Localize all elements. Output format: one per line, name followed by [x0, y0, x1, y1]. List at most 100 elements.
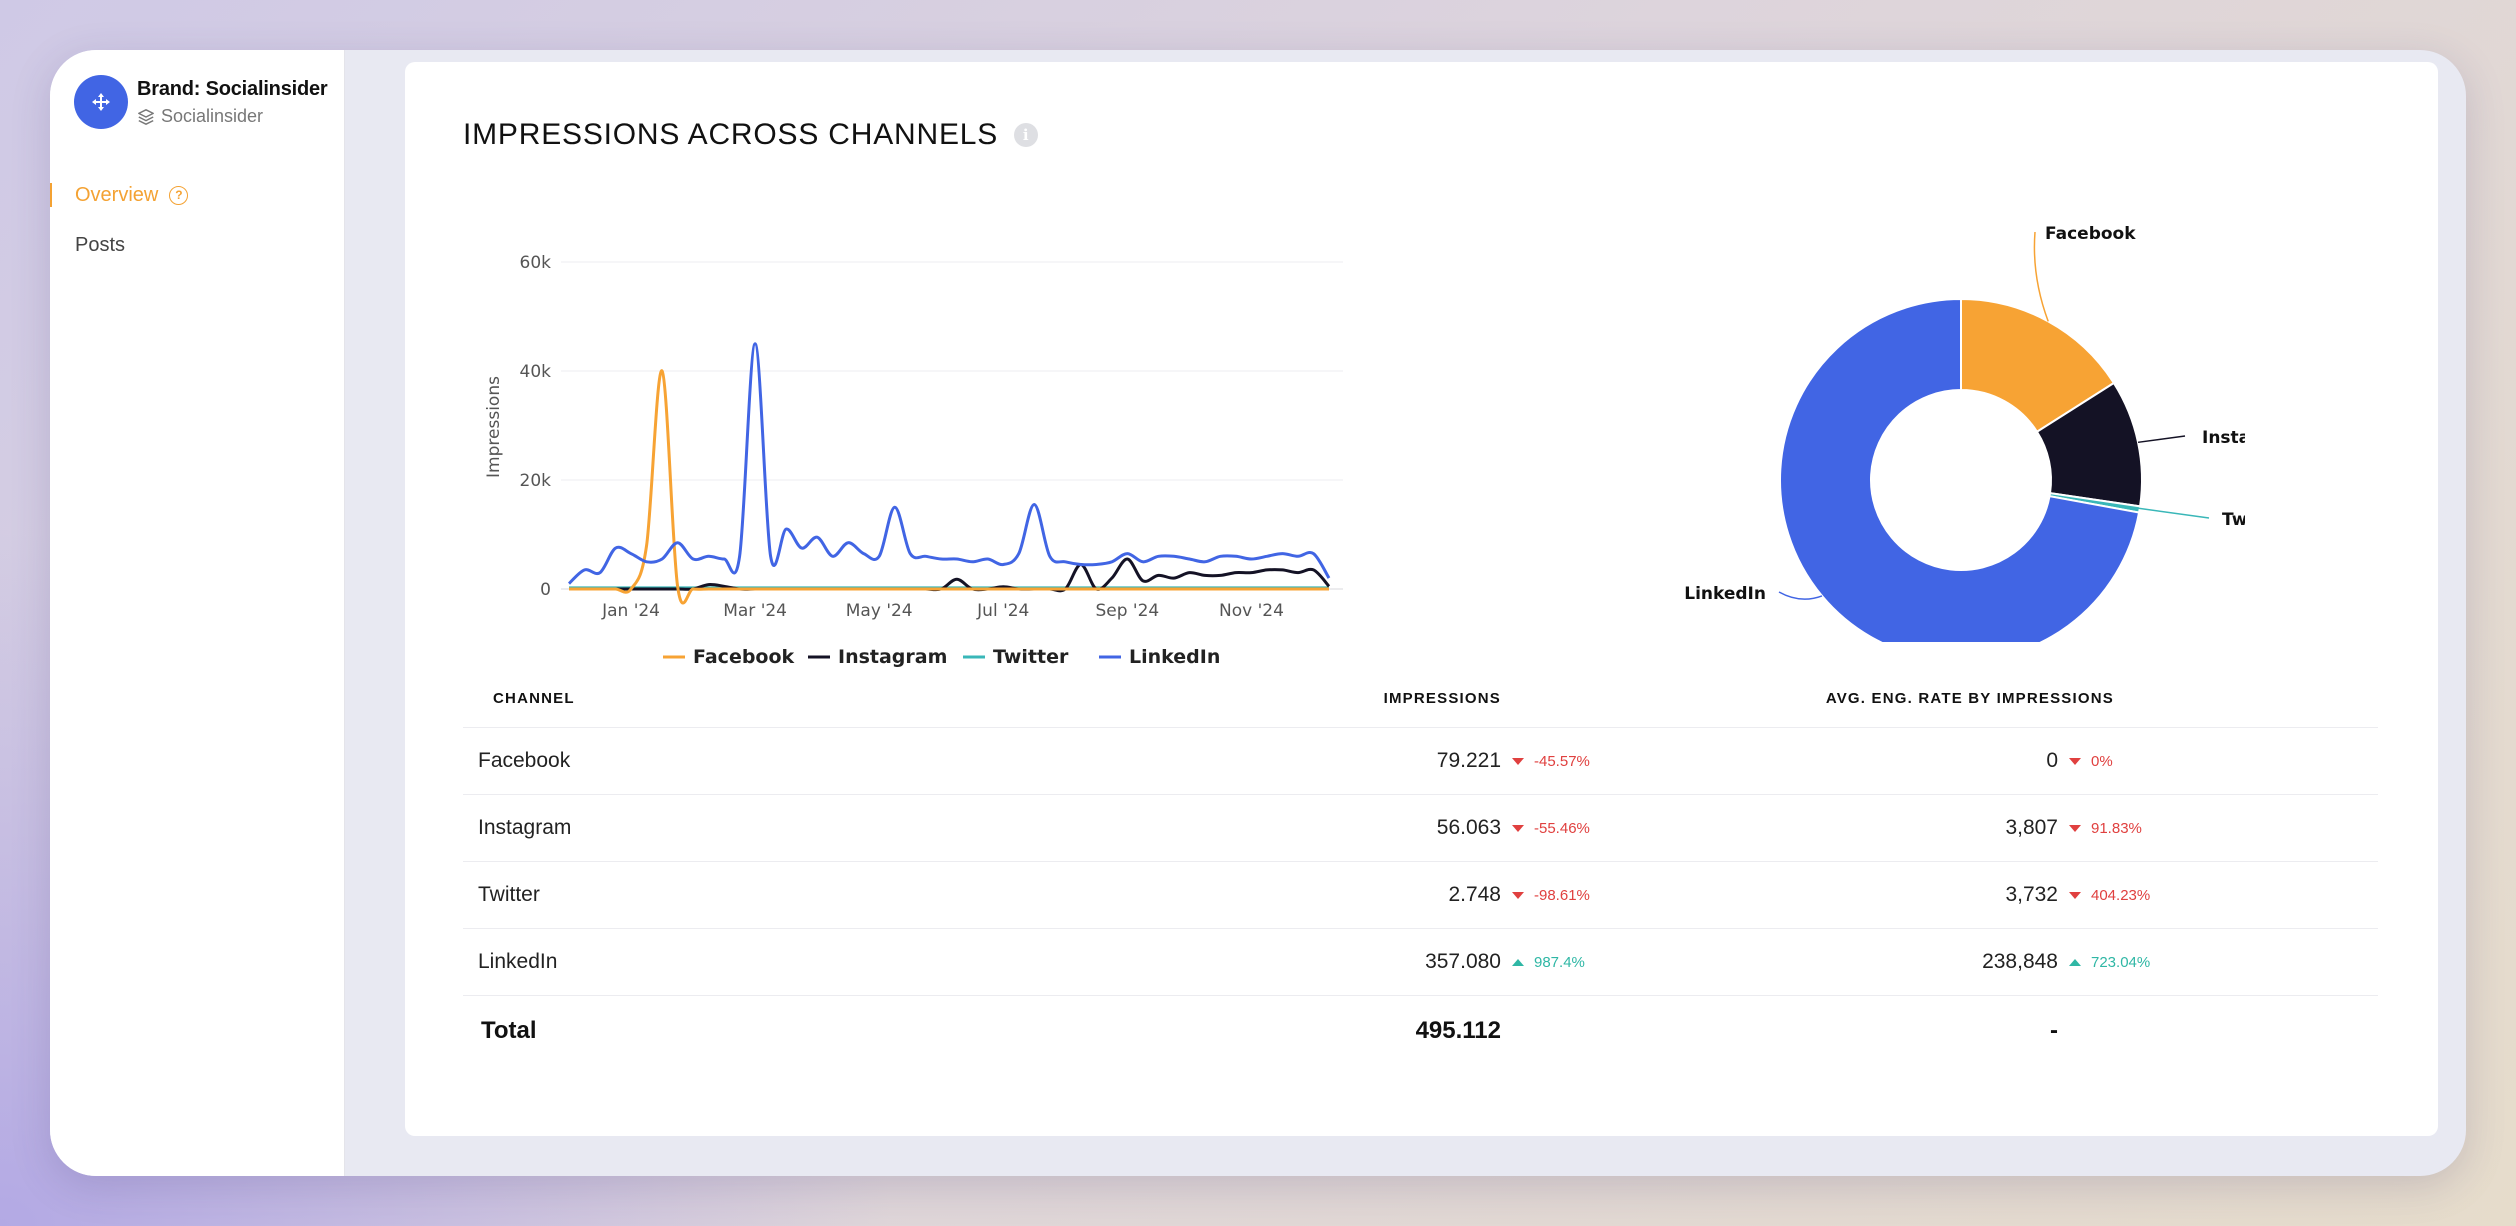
slice-facebook[interactable]: [1960, 297, 2116, 434]
y-tick-label: 40k: [520, 362, 552, 382]
legend-item-linkedin[interactable]: LinkedIn: [1099, 646, 1220, 668]
x-tick-label: Sep '24: [1095, 601, 1159, 621]
impressions-change: -45.57%: [1512, 753, 1590, 770]
table-total-row: Total 495.112 -: [463, 996, 2378, 1065]
legend-item-instagram[interactable]: Instagram: [808, 646, 947, 668]
total-eng-rate: -: [2050, 1016, 2058, 1044]
table-row: LinkedIn 357.080 987.4% 238,848 723.04%: [463, 929, 2378, 996]
table-row: Twitter 2.748 -98.61% 3,732 404.23%: [463, 862, 2378, 929]
impressions-change: -55.46%: [1512, 820, 1590, 837]
y-axis-label: Impressions: [484, 376, 504, 478]
nav-item-posts[interactable]: Posts: [50, 220, 344, 270]
row-impressions: 79.221: [1436, 749, 1501, 772]
eng-rate-change: 404.23%: [2069, 887, 2150, 904]
eng-rate-change: 91.83%: [2069, 820, 2142, 837]
card-title: IMPRESSIONS ACROSS CHANNELS: [463, 118, 999, 151]
change-value: -98.61%: [1534, 886, 1590, 904]
change-value: -45.57%: [1534, 752, 1590, 770]
legend-label: Twitter: [993, 646, 1069, 668]
slice-connector: [1778, 591, 1823, 600]
slice-linkedin[interactable]: [1779, 297, 2141, 642]
nav-item-label: Overview: [75, 183, 159, 206]
header-impressions[interactable]: IMPRESSIONS: [1383, 690, 1501, 707]
row-impressions: 357.080: [1425, 950, 1501, 973]
brand-switcher[interactable]: Brand: Socialinsider Socialinsider: [74, 75, 328, 129]
total-label: Total: [481, 1016, 537, 1044]
trend-down-icon: [1512, 757, 1524, 765]
total-impressions: 495.112: [1415, 1016, 1501, 1044]
brand-avatar: [74, 75, 128, 129]
change-value: 987.4%: [1534, 953, 1585, 971]
table-row: Facebook 79.221 -45.57% 0 0%: [463, 728, 2378, 795]
impressions-change: -98.61%: [1512, 887, 1590, 904]
y-tick-label: 20k: [520, 471, 552, 491]
help-icon[interactable]: ?: [169, 185, 189, 205]
legend-label: Instagram: [838, 646, 947, 668]
row-channel: Twitter: [478, 883, 540, 906]
nav-item-overview[interactable]: Overview ?: [50, 170, 344, 220]
row-impressions: 56.063: [1436, 816, 1501, 839]
row-eng-rate: 3,732: [2005, 883, 2058, 906]
info-icon[interactable]: i: [1014, 123, 1039, 147]
row-eng-rate: 238,848: [1982, 950, 2058, 973]
brand-account-name: Socialinsider: [161, 106, 264, 126]
series-line-linkedin[interactable]: [567, 342, 1331, 585]
x-tick-label: Nov '24: [1219, 601, 1284, 621]
eng-rate-change: 0%: [2069, 753, 2113, 770]
slice-label-linkedin: LinkedIn: [1684, 584, 1766, 604]
row-eng-rate: 3,807: [2005, 816, 2058, 839]
y-tick-label: 60k: [520, 253, 552, 273]
impressions-card: IMPRESSIONS ACROSS CHANNELS i 0 20k 40k 60k…: [405, 62, 2438, 1136]
app-window: Brand: Socialinsider Socialinsider Overv…: [50, 50, 2466, 1176]
layers-icon: [138, 108, 154, 125]
header-channel[interactable]: CHANNEL: [493, 690, 575, 707]
slice-label-facebook: Facebook: [2045, 224, 2136, 244]
slice-connector: [2033, 231, 2049, 322]
series-line-facebook[interactable]: [569, 369, 1329, 605]
series-line-instagram[interactable]: [569, 557, 1331, 593]
table-header: CHANNEL IMPRESSIONS AVG. ENG. RATE BY IM…: [463, 670, 2378, 728]
x-tick-label: Jan '24: [601, 601, 660, 621]
x-tick-label: Jul '24: [976, 601, 1029, 621]
slice-label-twitter: Twitter: [2222, 510, 2245, 530]
legend-item-facebook[interactable]: Facebook: [663, 646, 795, 668]
impressions-line-chart: 0 20k 40k 60k Impressions Jan '24 Mar '24 May '…: [484, 253, 1343, 668]
sidebar-nav: Overview ? Posts: [50, 170, 344, 270]
change-value: 91.83%: [2091, 819, 2142, 837]
trend-down-icon: [2069, 824, 2081, 832]
trend-down-icon: [1512, 824, 1524, 832]
channels-table: CHANNEL IMPRESSIONS AVG. ENG. RATE BY IM…: [463, 670, 2378, 1065]
legend-label: LinkedIn: [1129, 646, 1220, 668]
row-channel: Facebook: [478, 749, 571, 772]
sidebar: Brand: Socialinsider Socialinsider Overv…: [50, 50, 345, 1176]
impressions-change: 987.4%: [1512, 954, 1585, 971]
brand-name: Brand: Socialinsider: [137, 78, 328, 100]
row-impressions: 2.748: [1448, 883, 1501, 906]
slice-label-instagram: Instagram: [2202, 428, 2245, 448]
row-eng-rate: 0: [2046, 749, 2058, 772]
legend-label: Facebook: [693, 646, 795, 668]
x-tick-label: Mar '24: [723, 601, 787, 621]
trend-down-icon: [2069, 757, 2081, 765]
brand-logo-icon: [92, 93, 110, 111]
row-channel: Instagram: [478, 816, 572, 839]
legend-item-twitter[interactable]: Twitter: [963, 646, 1069, 668]
eng-rate-change: 723.04%: [2069, 954, 2150, 971]
slice-connector: [2100, 502, 2210, 519]
slice-connector: [2137, 435, 2186, 444]
row-channel: LinkedIn: [478, 950, 558, 973]
trend-up-icon: [2069, 958, 2081, 966]
y-tick-label: 0: [540, 580, 551, 600]
header-eng-rate[interactable]: AVG. ENG. RATE BY IMPRESSIONS: [1825, 690, 2114, 707]
change-value: 404.23%: [2091, 886, 2151, 904]
change-value: -55.46%: [1534, 819, 1590, 837]
trend-up-icon: [1512, 958, 1524, 966]
trend-down-icon: [2069, 891, 2081, 899]
change-value: 0%: [2091, 752, 2113, 770]
impressions-donut-chart: Facebook Instagram Twitter LinkedIn: [1684, 224, 2245, 642]
table-row: Instagram 56.063 -55.46% 3,807 91.83%: [463, 795, 2378, 862]
nav-item-label: Posts: [75, 233, 126, 256]
change-value: 723.04%: [2091, 953, 2151, 971]
x-tick-label: May '24: [846, 601, 913, 621]
trend-down-icon: [1512, 891, 1524, 899]
